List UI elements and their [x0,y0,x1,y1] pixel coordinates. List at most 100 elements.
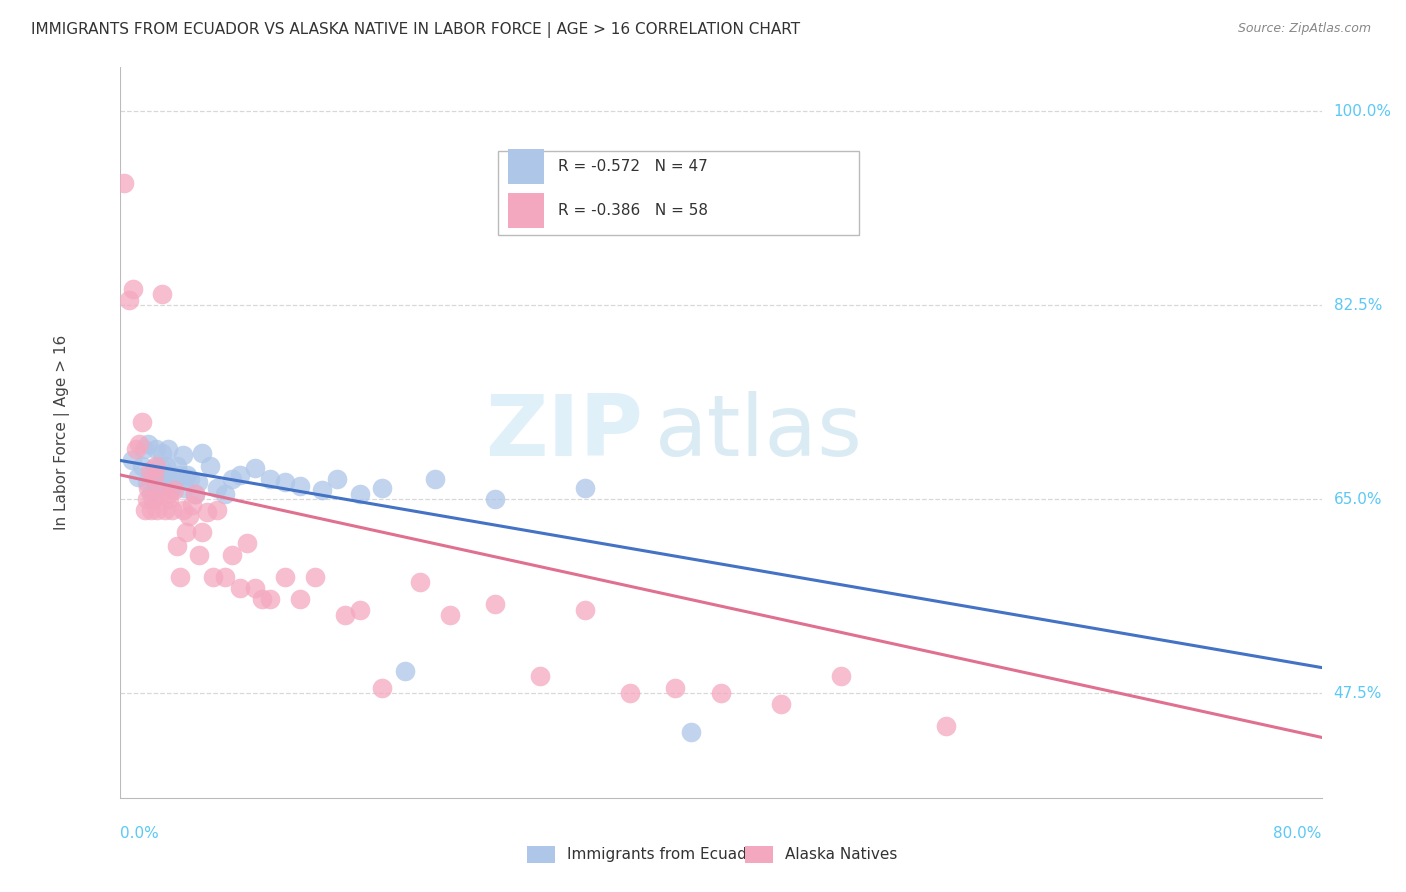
Point [142,492,165,507]
Text: 100.0%: 100.0% [1334,103,1392,119]
Text: IMMIGRANTS FROM ECUADOR VS ALASKA NATIVE IN LABOR FORCE | AGE > 16 CORRELATION C: IMMIGRANTS FROM ECUADOR VS ALASKA NATIVE… [31,22,800,38]
Point [259,472,281,486]
Point [127,470,149,484]
Point [349,603,371,617]
Point [160,481,183,495]
Point [830,669,852,683]
Point [157,492,180,507]
Point [112,176,135,190]
Point [153,475,176,490]
Point [243,581,266,595]
Point [179,472,201,486]
Point [131,415,153,429]
Point [333,608,356,623]
Point [664,681,686,695]
Point [157,467,180,482]
Point [139,503,162,517]
Point [259,591,281,606]
Point [252,591,274,606]
Point [484,492,506,507]
Text: Source: ZipAtlas.com: Source: ZipAtlas.com [1237,22,1371,36]
Point [143,470,166,484]
Point [935,719,957,733]
Point [188,548,211,562]
Point [205,503,228,517]
Text: atlas: atlas [654,391,862,475]
Text: 0.0%: 0.0% [120,826,159,841]
Point [173,481,195,495]
Point [135,492,157,507]
Point [205,481,228,495]
Point [162,483,184,498]
Text: R = -0.386   N = 58: R = -0.386 N = 58 [558,202,709,218]
Point [371,681,394,695]
Point [228,467,252,482]
Point [121,453,143,467]
Point [214,486,236,500]
Point [423,472,446,486]
Point [122,281,145,295]
Point [191,445,214,459]
Text: In Labor Force | Age > 16: In Labor Force | Age > 16 [53,335,70,530]
Text: 65.0%: 65.0% [1334,491,1382,507]
Point [439,608,461,623]
Point [679,724,702,739]
Point [326,472,349,486]
Point [155,458,177,473]
Point [128,436,150,450]
Point [172,503,194,517]
Point [169,467,191,482]
Point [166,458,188,473]
Point [149,458,172,473]
Point [529,669,551,683]
Point [228,581,252,595]
Point [145,458,167,473]
Point [191,525,214,540]
Point [288,479,311,493]
Point [484,598,506,612]
Point [709,686,731,700]
Point [156,486,179,500]
Point [221,472,243,486]
Point [146,503,169,517]
Text: Immigrants from Ecuador: Immigrants from Ecuador [567,847,762,862]
Point [311,483,333,498]
Point [409,575,432,590]
Point [136,481,159,495]
Point [195,505,218,519]
Point [201,570,224,584]
Point [136,436,159,450]
Point [139,486,162,500]
Point [134,503,156,517]
Point [183,486,205,500]
Point [349,486,371,500]
Point [214,570,236,584]
Point [150,287,173,301]
Point [769,697,792,711]
Point [148,467,170,482]
Point [394,664,416,678]
Point [150,445,173,459]
Point [131,458,153,473]
Bar [508,193,544,227]
Point [619,686,641,700]
Point [138,464,160,478]
Point [198,458,221,473]
Point [176,467,198,482]
Point [274,570,297,584]
Point [177,508,200,523]
Point [187,475,209,490]
Point [117,293,139,307]
Point [236,536,259,550]
Point [162,475,184,490]
Bar [508,149,544,184]
Point [304,570,326,584]
Point [156,442,179,457]
Text: ZIP: ZIP [485,391,643,475]
Text: Alaska Natives: Alaska Natives [785,847,897,862]
Point [574,481,596,495]
Point [166,539,188,553]
Point [371,481,394,495]
Point [143,461,166,475]
Point [221,548,243,562]
